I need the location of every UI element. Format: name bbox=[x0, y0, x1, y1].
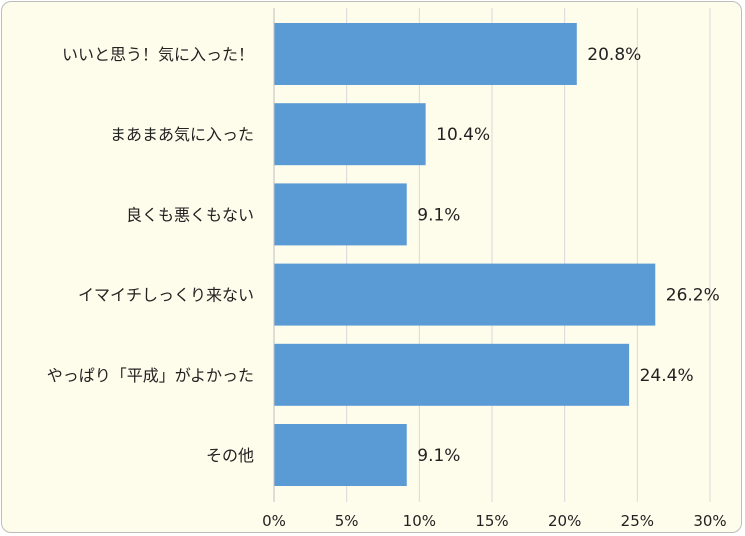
x-tick-label: 10% bbox=[403, 512, 436, 530]
x-tick-label: 25% bbox=[621, 512, 654, 530]
category-label: やっぱり「平成」がよかった bbox=[47, 366, 254, 385]
bar bbox=[274, 263, 656, 326]
category-label: まあまあ気に入った bbox=[110, 125, 254, 144]
bar bbox=[274, 343, 630, 406]
x-tick-label: 5% bbox=[335, 512, 359, 530]
data-label: 26.2% bbox=[666, 286, 720, 306]
bar bbox=[274, 23, 577, 85]
x-tick-label: 0% bbox=[262, 512, 286, 530]
category-label: その他 bbox=[206, 446, 254, 465]
bar bbox=[274, 183, 407, 246]
bar bbox=[274, 103, 426, 166]
category-label: イマイチしっくり来ない bbox=[78, 286, 254, 305]
bar bbox=[274, 424, 407, 486]
data-label: 9.1% bbox=[417, 446, 460, 466]
category-label: いいと思う！気に入った！ bbox=[62, 45, 254, 64]
x-tick-label: 20% bbox=[548, 512, 581, 530]
data-label: 20.8% bbox=[587, 45, 641, 65]
data-label: 10.4% bbox=[436, 125, 490, 145]
category-label: 良くも悪くもない bbox=[126, 205, 254, 224]
data-label: 24.4% bbox=[640, 366, 694, 386]
x-tick-label: 30% bbox=[693, 512, 726, 530]
x-tick-label: 15% bbox=[475, 512, 508, 530]
data-label: 9.1% bbox=[417, 205, 460, 225]
